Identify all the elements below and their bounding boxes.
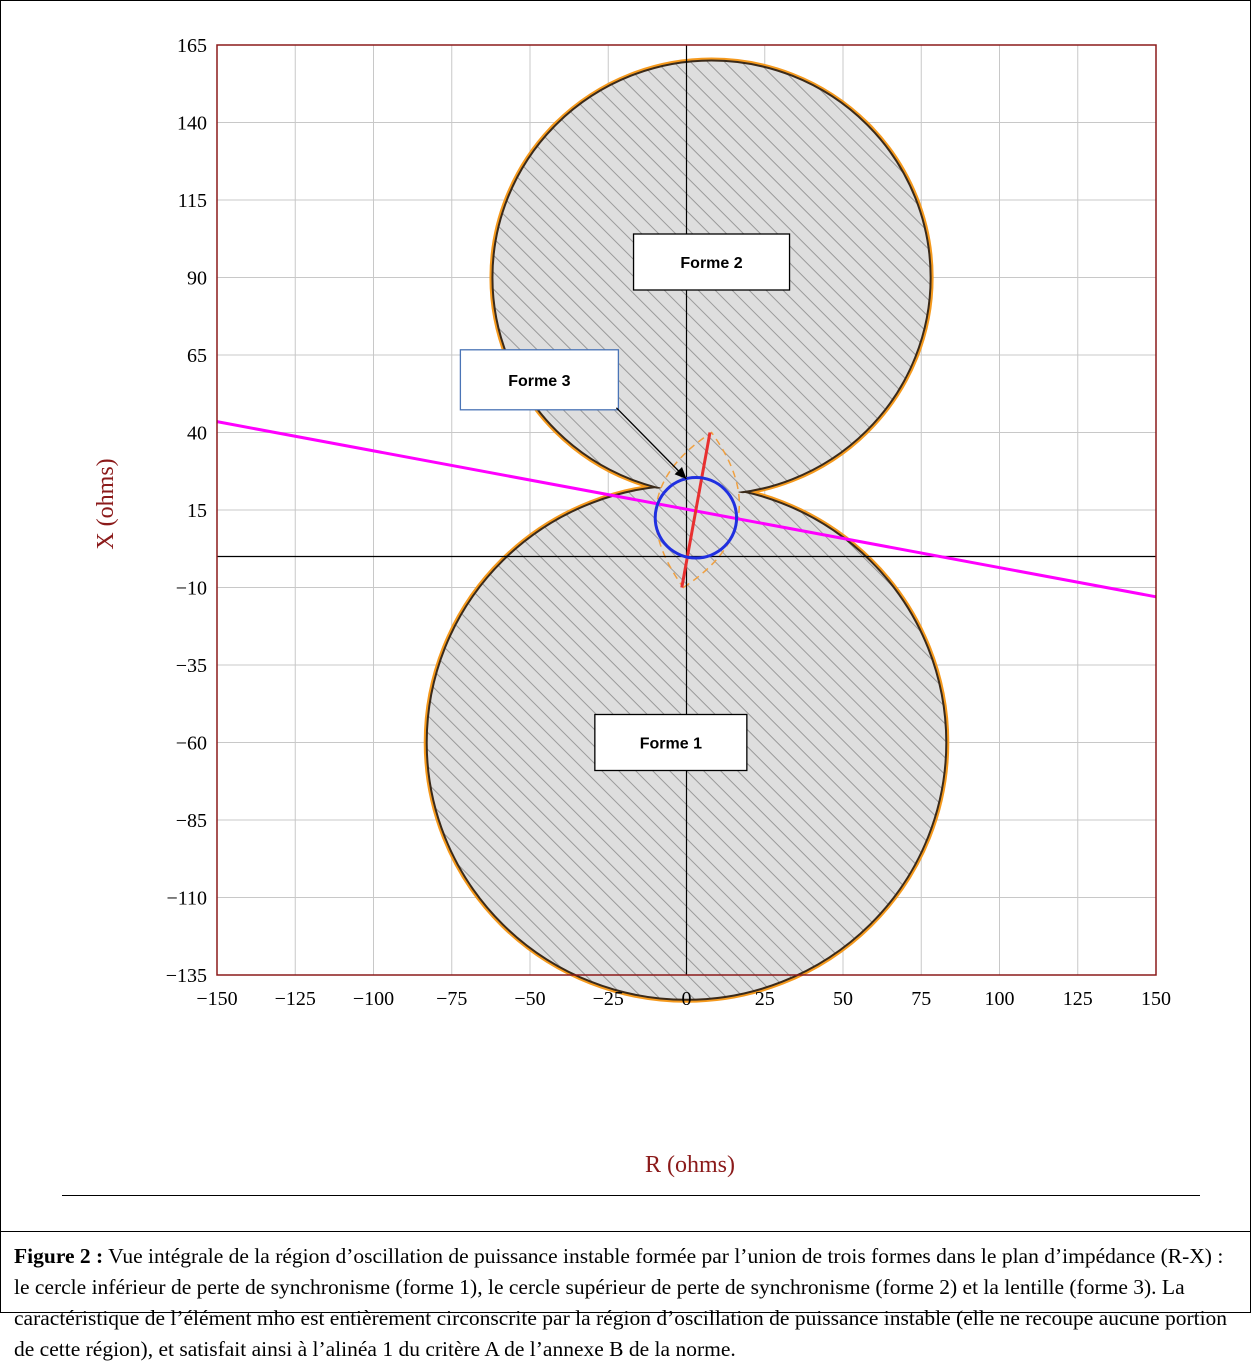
- y-tick-label: −85: [176, 810, 207, 832]
- red-segment: [680, 432, 712, 588]
- forme-3-arrow: [615, 407, 687, 480]
- x-tick-label: 50: [833, 988, 853, 1010]
- forme-1-label-box: [594, 713, 748, 772]
- forme-1-label: Forme 1: [594, 713, 748, 772]
- caption-box: [0, 1231, 1251, 1314]
- forme-2-label-text: Forme 2: [680, 255, 742, 272]
- plot-frame: [216, 44, 1157, 976]
- chart-marks: [216, 420, 1157, 599]
- y-tick-label: −110: [166, 888, 207, 910]
- y-tick-label: −60: [176, 733, 207, 755]
- x-tick-label: 150: [1141, 988, 1171, 1010]
- impedance-line: [216, 420, 1157, 599]
- x-tick-label: 0: [682, 988, 692, 1010]
- y-tick-label: 90: [187, 268, 207, 290]
- forme-3-label-box: [459, 349, 620, 411]
- forme-3-label: Forme 3: [459, 349, 620, 411]
- x-tick-label: −50: [514, 988, 545, 1010]
- caption-label: Figure 2 :: [14, 1244, 104, 1268]
- forme-2-label: Forme 2: [632, 233, 791, 291]
- mho-circle: [653, 475, 739, 560]
- x-tick-label: −100: [353, 988, 394, 1010]
- figure-caption: Figure 2 : Vue intégrale de la région d’…: [14, 1241, 1236, 1365]
- forme-1-label-text: Forme 1: [640, 736, 702, 753]
- x-tick-label: −75: [436, 988, 467, 1010]
- forme-3-label-text: Forme 3: [508, 373, 570, 390]
- caption-rule: [62, 1195, 1200, 1196]
- y-tick-label: −35: [176, 655, 207, 677]
- y-tick-label: 165: [177, 35, 207, 57]
- y-tick-label: 40: [187, 423, 207, 445]
- x-axis-label: R (ohms): [645, 1152, 735, 1178]
- x-tick-label: −125: [275, 988, 316, 1010]
- tick-labels: −150 −125 −100 −75 −50 −25 0 25 50 75 100 125 150 165…: [166, 35, 1171, 1010]
- plot-border: [216, 44, 1157, 976]
- x-tick-label: −25: [593, 988, 624, 1010]
- x-tick-label: 100: [985, 988, 1015, 1010]
- forme-2-label-box: [632, 233, 791, 291]
- x-tick-label: −150: [196, 988, 237, 1010]
- y-axis-label: X (ohms): [93, 458, 119, 549]
- y-tick-label: −135: [166, 965, 207, 987]
- x-tick-label: 125: [1063, 988, 1093, 1010]
- annotations: Forme 1 Forme 2 Forme 3: [459, 233, 791, 772]
- y-tick-label: −10: [176, 578, 207, 600]
- impedance-plane-chart: −150 −125 −100 −75 −50 −25 0 25 50 75 100 125 150 165…: [93, 35, 1171, 1178]
- y-tick-label: 65: [187, 345, 207, 367]
- caption-text: Vue intégrale de la région d’oscillation…: [14, 1244, 1228, 1361]
- y-tick-label: 115: [178, 190, 207, 212]
- y-tick-label: 140: [177, 113, 207, 135]
- y-tick-label: 15: [187, 500, 207, 522]
- x-tick-label: 75: [911, 988, 931, 1010]
- x-tick-label: 25: [755, 988, 775, 1010]
